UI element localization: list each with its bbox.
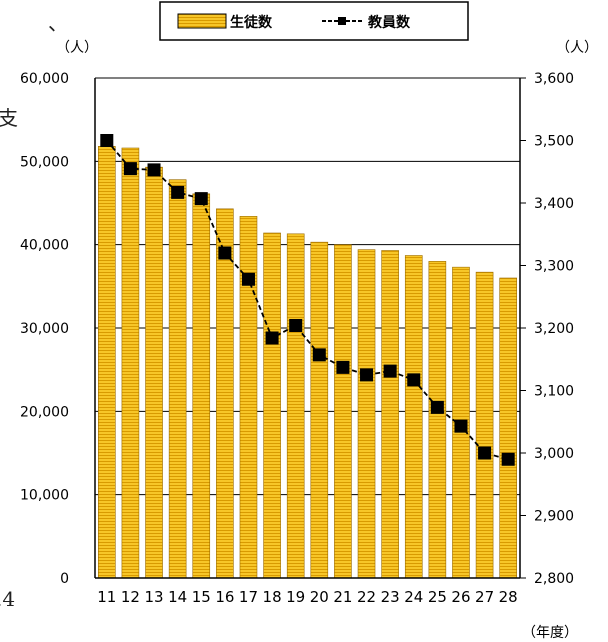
x-tick-label: 17: [239, 588, 258, 606]
bar-22: [357, 249, 376, 579]
x-tick-label: 13: [144, 588, 163, 606]
y-right-tick-label: 3,200: [534, 321, 574, 337]
x-axis-title: （年度）: [522, 625, 578, 641]
x-tick-label: 28: [499, 588, 518, 606]
teacher-point-26: [454, 419, 468, 433]
y-left-tick-label: 40,000: [20, 238, 69, 254]
x-tick-label: 26: [451, 588, 470, 606]
bar-13: [145, 166, 163, 579]
x-tick-labels: 11 12 13 14 15 16 17 18 19 20 21 22 23 24 25 26 27 28: [97, 588, 517, 606]
y-left-tick-labels: 0 10,000 20,000 30,000 40,000 50,000 60,000: [20, 71, 69, 587]
gridlines: [95, 77, 526, 579]
x-tick-label: 14: [168, 588, 187, 606]
teacher-point-24: [407, 373, 421, 387]
teacher-point-17: [241, 272, 255, 286]
x-tick-label: 12: [121, 588, 140, 606]
bar-18: [263, 232, 281, 579]
y-left-tick-label: 10,000: [20, 488, 69, 504]
y-left-tick-label: 50,000: [20, 154, 69, 170]
teacher-point-20: [312, 348, 326, 362]
x-tick-label: 27: [475, 588, 494, 606]
bar-19: [286, 233, 305, 579]
teacher-point-19: [289, 319, 303, 332]
bar-27: [475, 271, 494, 579]
y-right-tick-labels: 2,800 2,900 3,000 3,100 3,200 3,300 3,400 3,500…: [534, 71, 574, 587]
teacher-point-28: [501, 452, 515, 466]
y-left-tick-label: 20,000: [20, 404, 69, 420]
axes: [94, 78, 521, 579]
bar-12: [121, 147, 140, 579]
y-left-tick-label: 30,000: [20, 321, 69, 337]
bar-17: [239, 216, 258, 579]
teacher-point-21: [336, 360, 350, 374]
bar-11: [98, 146, 116, 579]
teacher-point-25: [430, 400, 444, 414]
x-tick-label: 15: [192, 588, 211, 606]
x-tick-label: 11: [97, 588, 116, 606]
bar-14: [168, 179, 187, 579]
y-left-axis-title: （人）: [56, 40, 98, 56]
legend: 生徒数 教員数: [159, 1, 469, 41]
student-bars: [98, 146, 517, 579]
y-right-axis-title: （人）: [556, 40, 598, 56]
x-tick-label: 18: [263, 588, 282, 606]
y-right-tick-label: 2,900: [534, 509, 574, 525]
x-tick-label: 21: [333, 588, 352, 606]
y-right-tick-label: 3,400: [534, 196, 574, 212]
bar-23: [381, 250, 399, 579]
x-tick-label: 16: [215, 588, 234, 606]
bar-24: [404, 255, 423, 579]
bar-15: [192, 193, 211, 579]
teacher-point-16: [218, 246, 232, 260]
legend-marker-swatch: [338, 17, 346, 25]
bar-28: [499, 277, 517, 579]
x-tick-label: 23: [381, 588, 400, 606]
text-fragment-bottom-left: .4: [0, 587, 15, 611]
y-right-tick-label: 3,600: [534, 71, 574, 87]
legend-bar-swatch: [177, 13, 227, 29]
text-fragment-mid-left: 支: [0, 106, 18, 130]
teacher-point-23: [383, 364, 397, 378]
teacher-point-15: [194, 192, 208, 206]
teacher-point-12: [123, 162, 137, 176]
legend-item-students: 生徒数: [230, 14, 273, 31]
x-tick-label: 22: [357, 588, 376, 606]
bar-20: [310, 241, 329, 579]
text-fragment-top-left: 、: [48, 11, 68, 35]
y-right-tick-label: 3,100: [534, 384, 574, 400]
y-left-tick-label: 60,000: [20, 71, 69, 87]
x-tick-label: 19: [286, 588, 305, 606]
y-right-tick-label: 3,000: [534, 446, 574, 462]
teacher-point-11: [100, 134, 114, 147]
x-tick-label: 24: [404, 588, 423, 606]
teacher-point-27: [478, 446, 492, 460]
x-tick-label: 25: [428, 588, 447, 606]
bar-21: [334, 244, 352, 579]
y-right-tick-label: 3,300: [534, 259, 574, 275]
legend-item-teachers: 教員数: [368, 14, 411, 31]
teacher-point-22: [360, 368, 374, 382]
teacher-point-18: [265, 331, 279, 345]
teacher-point-14: [171, 185, 185, 199]
bar-25: [428, 261, 447, 579]
y-right-tick-label: 2,800: [534, 571, 574, 587]
x-tick-label: 20: [310, 588, 329, 606]
y-right-tick-label: 3,500: [534, 134, 574, 150]
teacher-line: [100, 134, 515, 466]
y-left-tick-label: 0: [60, 571, 69, 587]
teacher-point-13: [147, 163, 161, 177]
bar-16: [216, 208, 234, 579]
